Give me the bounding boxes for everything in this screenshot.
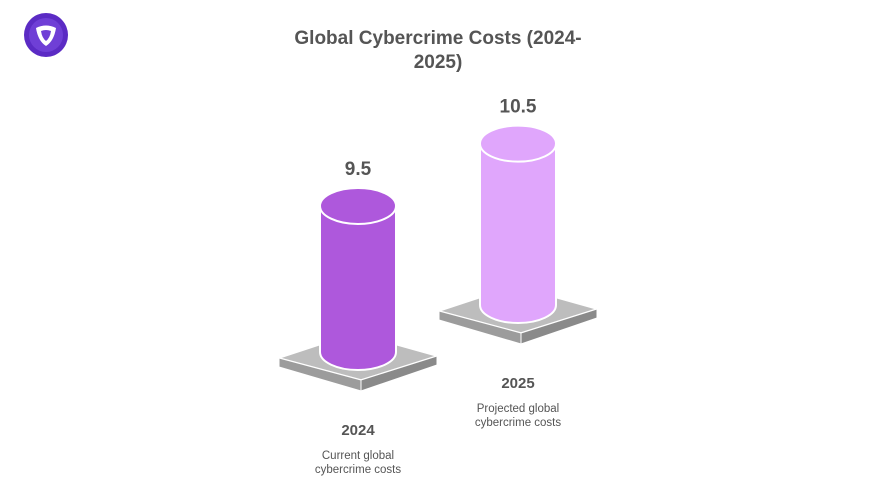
data-label: 9.5: [345, 159, 372, 180]
bar-cylinder-2024: [319, 204, 397, 371]
platform-side-right: [360, 355, 438, 392]
app-logo: [24, 13, 68, 57]
bar-cylinder-top-2024: [319, 186, 397, 225]
bar-cylinder-top-2025: [479, 124, 557, 163]
data-label: 10.5: [500, 97, 537, 118]
category-description: cybercrime costs: [315, 464, 402, 476]
category-label: 2025: [501, 375, 534, 392]
bar-cylinder-2025: [479, 142, 557, 324]
platform-side-right: [520, 308, 598, 345]
category-description: cybercrime costs: [475, 417, 562, 429]
category-description: Current global: [322, 450, 394, 462]
category-description: Projected global: [477, 403, 559, 415]
chart-title: Global Cybercrime Costs (2024-2025): [294, 28, 582, 73]
category-label: 2024: [341, 422, 375, 439]
shield-logo-icon: [24, 13, 68, 57]
